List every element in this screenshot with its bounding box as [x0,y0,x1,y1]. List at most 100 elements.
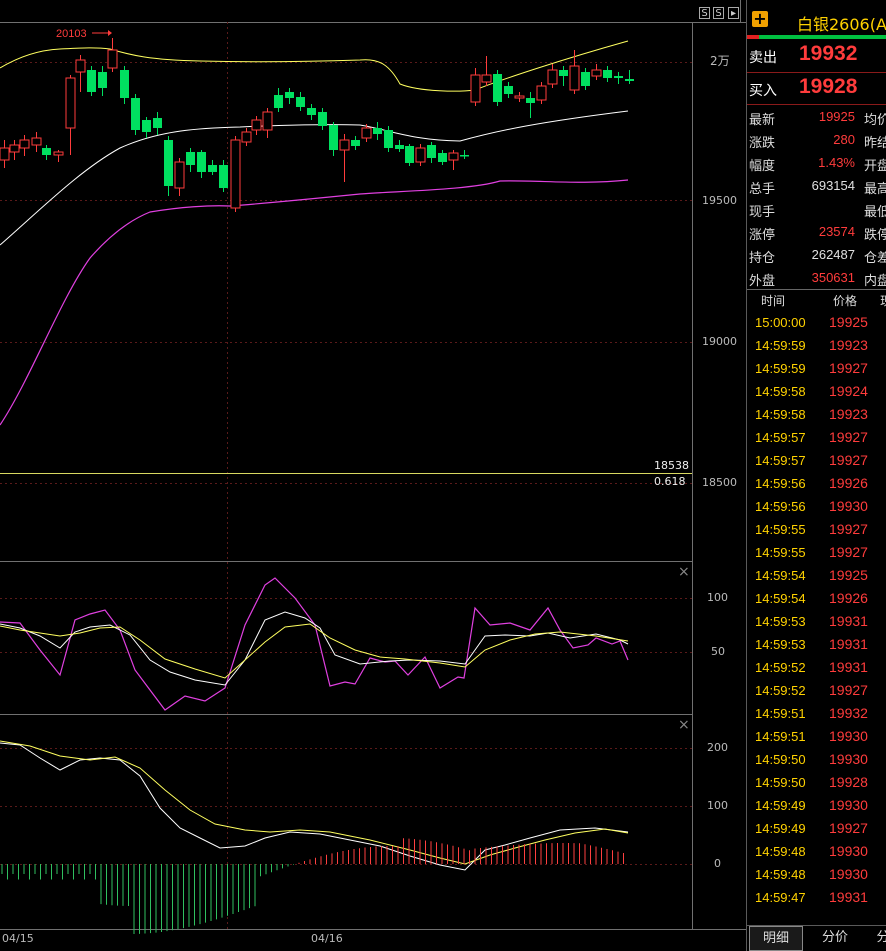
tick-row[interactable]: 14:59:55 19927 [747,519,886,542]
tick-row[interactable]: 14:59:58 19923 [747,404,886,427]
stat-label-2: 均价 [864,113,886,128]
tick-price: 19930 [829,728,868,744]
candles [0,38,634,212]
kline-chart[interactable]: 20103 2万 19500 19000 18500 18538 0.618 1… [0,0,746,951]
tick-row[interactable]: 14:59:56 19926 [747,473,886,496]
add-icon[interactable]: + [752,9,768,28]
tick-price: 19932 [829,705,868,721]
candle [427,142,436,163]
candle [208,160,217,175]
candle [559,66,568,86]
tick-time: 14:59:50 [755,775,806,790]
tick-time: 14:59:51 [755,706,806,721]
candle [296,92,305,111]
candle [373,122,382,140]
stat-row: 现手 最低 [747,198,886,221]
tick-row[interactable]: 15:00:00 19925 [747,312,886,335]
stat-label: 涨停 [749,228,776,243]
sell-quote: 卖出 19932 [747,40,886,71]
tick-price: 19931 [829,889,868,905]
candle [526,92,535,118]
tick-row[interactable]: 14:59:48 19930 [747,864,886,887]
tick-row[interactable]: 14:59:49 19927 [747,818,886,841]
candle [547,64,558,88]
stat-value: 262487 [811,247,855,262]
s2-button[interactable]: S [713,7,724,19]
tick-price: 19927 [829,429,868,445]
tick-price: 19930 [829,751,868,767]
tick-time: 14:59:47 [755,890,806,905]
stat-value: 280 [833,132,855,147]
buy-label: 买入 [749,83,777,99]
tick-row[interactable]: 14:59:57 19927 [747,450,886,473]
tick-time: 14:59:57 [755,453,806,468]
collapse-icon[interactable]: ▸ [728,7,739,19]
close-osc2-icon[interactable]: × [678,717,690,733]
candle [318,108,327,130]
tick-price: 19923 [829,337,868,353]
tick-row[interactable]: 14:59:53 19931 [747,634,886,657]
tick-time: 14:59:54 [755,591,806,606]
tick-row[interactable]: 14:59:58 19924 [747,381,886,404]
tick-row[interactable]: 14:59:51 19932 [747,703,886,726]
stat-label: 最新 [749,113,776,128]
tick-price: 19926 [829,475,868,491]
tick-time: 14:59:57 [755,430,806,445]
quote-header: + 白银2606(AG [747,0,886,40]
candle [603,66,612,82]
s-button[interactable]: S [699,7,710,19]
tick-price: 19927 [829,682,868,698]
tab-more[interactable]: 分 [871,926,886,951]
tick-price: 19931 [829,613,868,629]
tick-row[interactable]: 14:59:51 19930 [747,726,886,749]
candle [581,68,590,90]
tick-price: 19925 [829,567,868,583]
candle [230,136,241,212]
tick-price: 19927 [829,544,868,560]
tick-row[interactable]: 14:59:50 19928 [747,772,886,795]
tick-row[interactable]: 14:59:54 19926 [747,588,886,611]
position-bar-red [747,35,759,39]
tick-time: 14:59:53 [755,637,806,652]
date-label-1: 04/15 [2,932,34,945]
tick-price: 19930 [829,797,868,813]
tick-row[interactable]: 14:59:52 19927 [747,680,886,703]
tick-time: 14:59:54 [755,568,806,583]
tick-time: 14:59:48 [755,867,806,882]
tick-row[interactable]: 14:59:59 19927 [747,358,886,381]
tick-row[interactable]: 14:59:59 19923 [747,335,886,358]
candle [460,150,469,159]
tick-row[interactable]: 14:59:52 19931 [747,657,886,680]
tab-price-split[interactable]: 分价 [821,930,848,945]
candle [405,144,414,166]
tick-row[interactable]: 14:59:53 19931 [747,611,886,634]
price-axis-label-4: 18500 [702,476,737,489]
tab-detail[interactable]: 明细 [749,926,803,951]
candle [614,72,623,84]
candle [251,116,262,135]
stat-row: 幅度 1.43% 开盘 [747,152,886,175]
stat-label-2: 开盘 [864,159,886,174]
price-axis-label-3: 19000 [702,335,737,348]
tick-row[interactable]: 14:59:49 19930 [747,795,886,818]
candle [339,134,350,182]
candle [186,148,195,172]
candle [75,55,86,92]
sell-value: 19932 [799,42,858,65]
tick-row[interactable]: 14:59:47 19931 [747,887,886,910]
tick-row[interactable]: 14:59:48 19930 [747,841,886,864]
stat-label: 外盘 [749,274,776,289]
tick-row[interactable]: 14:59:56 19930 [747,496,886,519]
close-osc1-icon[interactable]: × [678,564,690,580]
stat-row: 涨停 23574 跌停 [747,221,886,244]
stat-label: 总手 [749,182,776,197]
tick-row[interactable]: 14:59:50 19930 [747,749,886,772]
buy-value: 19928 [799,75,858,98]
price-axis-label-2: 19500 [702,194,737,207]
tick-row[interactable]: 14:59:54 19925 [747,565,886,588]
candle [98,66,107,96]
tick-time: 14:59:50 [755,752,806,767]
sell-label: 卖出 [749,50,777,66]
tick-row[interactable]: 14:59:57 19927 [747,427,886,450]
tick-row[interactable]: 14:59:55 19927 [747,542,886,565]
